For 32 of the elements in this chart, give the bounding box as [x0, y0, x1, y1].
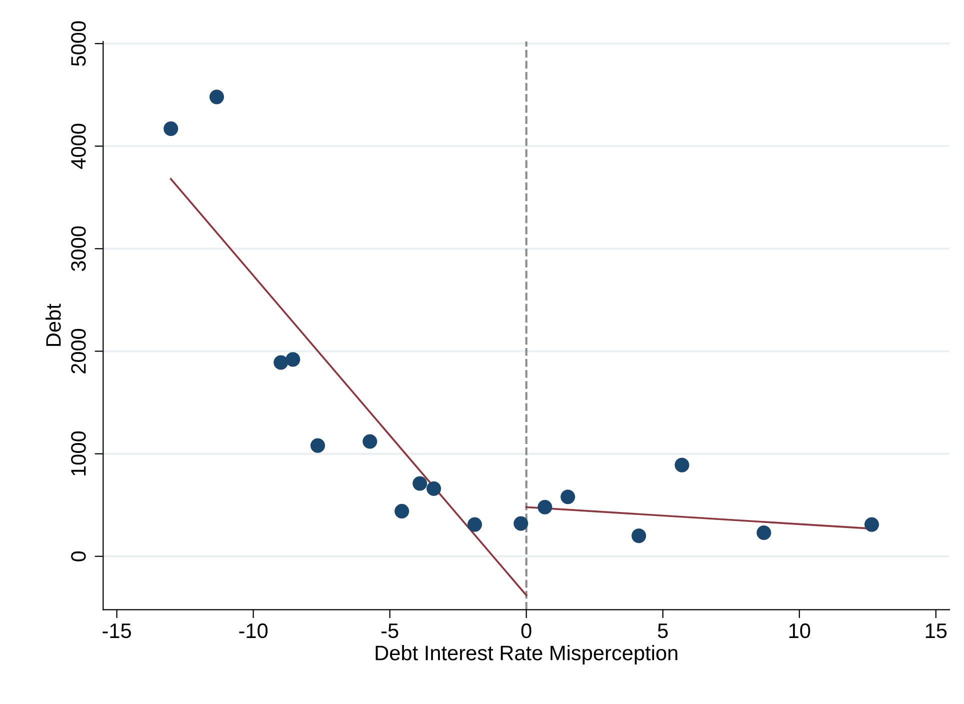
- y-tick-label: 1000: [71, 431, 86, 476]
- point: [286, 352, 300, 367]
- x-tick-label: 0: [521, 623, 532, 638]
- x-tick-label: 5: [658, 624, 668, 638]
- point: [412, 476, 428, 491]
- y-axis-title: Debt: [46, 304, 61, 346]
- y-tick-label: 3000: [71, 226, 86, 272]
- point: [756, 525, 772, 540]
- point: [864, 517, 880, 532]
- point: [362, 434, 378, 449]
- y-tick-label: 2000: [71, 328, 86, 374]
- point: [310, 438, 326, 453]
- point: [632, 528, 646, 544]
- y-tick-label: 0: [71, 551, 86, 562]
- point: [467, 517, 482, 532]
- point: [538, 500, 552, 514]
- point: [164, 121, 178, 136]
- x-tick-label: 15: [926, 624, 947, 638]
- point: [674, 458, 690, 472]
- point: [394, 504, 410, 518]
- point: [274, 355, 288, 370]
- y-tick-label: 4000: [71, 124, 86, 169]
- x-tick-label: -15: [102, 624, 131, 638]
- y-tick-label: 5000: [71, 21, 86, 66]
- point: [560, 490, 576, 504]
- point: [209, 90, 224, 104]
- x-axis-title: Debt Interest Rate Misperception: [376, 645, 678, 664]
- point: [426, 481, 442, 496]
- x-tick-label: 10: [789, 623, 810, 638]
- point: [514, 516, 528, 531]
- x-tick-label: -5: [381, 624, 398, 638]
- x-tick-label: -10: [239, 623, 268, 638]
